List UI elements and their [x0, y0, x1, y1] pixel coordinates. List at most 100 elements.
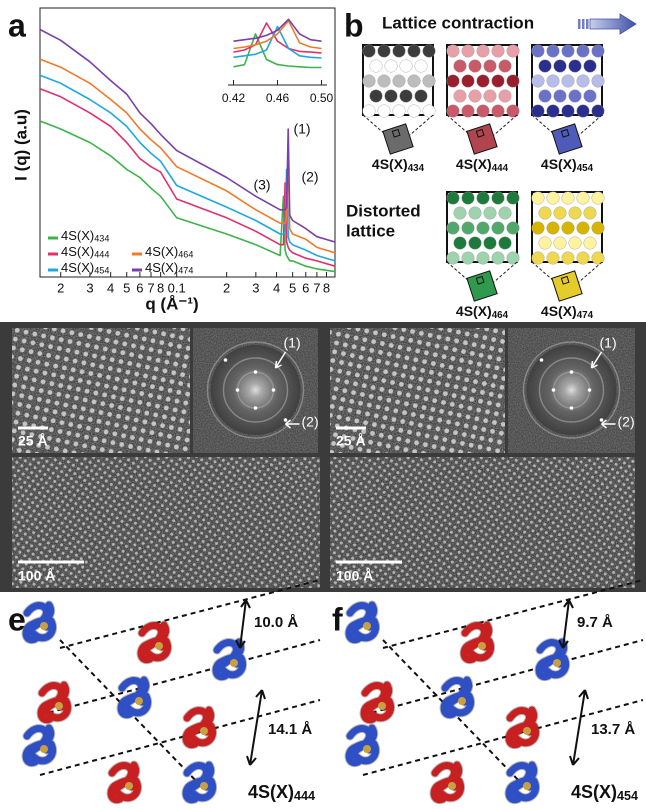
- lattice-line: [362, 639, 644, 716]
- lattice-site: [568, 89, 582, 103]
- lattice-site: [453, 89, 467, 103]
- lattice-site: [392, 74, 406, 88]
- x-tick-label: 6: [136, 280, 143, 295]
- spacing-arrow: [569, 689, 589, 766]
- peak-annotation: (3): [253, 177, 270, 193]
- lattice-site: [461, 251, 475, 265]
- lattice-site: [546, 44, 560, 58]
- fft-arrow: [274, 351, 287, 369]
- protein-chain: [345, 724, 379, 767]
- protein-chain: [505, 706, 539, 749]
- lattice-site: [546, 191, 560, 205]
- protein-chain: [182, 706, 216, 749]
- spacing-arrow: [558, 599, 574, 649]
- x-tick-label: 8: [323, 280, 330, 295]
- lattice-site: [446, 104, 460, 118]
- lattice-site: [369, 89, 383, 103]
- lattice-site: [591, 191, 605, 205]
- fft-spot: [569, 370, 574, 374]
- lattice-site: [362, 44, 376, 58]
- unit-cell-inner: [475, 128, 485, 138]
- zoom-line: [446, 261, 471, 283]
- lattice-site: [591, 44, 605, 58]
- fft-arrow: [590, 351, 603, 369]
- b-label: 4S(X)444: [456, 156, 509, 174]
- protein-core: [448, 782, 456, 790]
- lattice-site: [384, 59, 398, 73]
- lattice-site: [407, 74, 421, 88]
- lattice-site: [491, 191, 505, 205]
- fft-spot: [587, 388, 592, 392]
- series-line: [39, 28, 336, 243]
- zoom-line: [578, 261, 603, 283]
- lattice-site: [407, 104, 421, 118]
- fft-spot: [223, 358, 228, 362]
- fft-spot: [253, 370, 258, 374]
- zoom-line: [493, 114, 518, 136]
- lattice-site: [468, 236, 482, 250]
- fft-spot: [271, 388, 276, 392]
- protein-core: [40, 622, 48, 630]
- panel-label: f: [332, 601, 343, 637]
- lattice-site: [461, 221, 475, 235]
- lattice-site: [583, 236, 597, 250]
- fft-arrow: [601, 419, 616, 429]
- scale-label: 25 Å: [336, 433, 366, 449]
- lattice-site: [546, 221, 560, 235]
- lattice-site: [576, 74, 590, 88]
- b-title: Lattice contraction: [382, 13, 534, 32]
- lattice-site: [446, 44, 460, 58]
- protein-core: [523, 727, 531, 735]
- protein-chain: [345, 601, 379, 644]
- lattice-site: [491, 44, 505, 58]
- lattice-site: [377, 74, 391, 88]
- lattice-site: [506, 104, 520, 118]
- x-tick-label: 4: [107, 280, 114, 295]
- lattice-site: [491, 221, 505, 235]
- series-line: [233, 33, 322, 69]
- x-axis-label: q (Å⁻¹): [145, 294, 198, 313]
- fft-ring: [522, 341, 621, 439]
- lattice-site: [498, 236, 512, 250]
- lattice-site: [568, 236, 582, 250]
- lattice-site: [561, 251, 575, 265]
- protein-core: [553, 659, 561, 667]
- lattice-cell: [446, 44, 520, 155]
- b-label: 4S(X)434: [372, 156, 425, 174]
- lattice-site: [483, 59, 497, 73]
- lattice-site: [461, 44, 475, 58]
- x-tick-label: 5: [289, 280, 296, 295]
- lattice-site: [399, 89, 413, 103]
- protein-core: [135, 697, 143, 705]
- scale-label: 100 Å: [336, 568, 373, 584]
- lattice-site: [591, 74, 605, 88]
- lattice-site: [377, 44, 391, 58]
- unit-cell-inner: [560, 128, 570, 138]
- zoom-line: [362, 114, 387, 136]
- lattice-site: [531, 44, 545, 58]
- protein-core: [478, 642, 486, 650]
- lattice-site: [422, 44, 436, 58]
- hrtem-noise: [330, 328, 505, 453]
- protein-chain: [22, 601, 56, 644]
- spacing-label: 13.7 Å: [591, 721, 635, 738]
- lattice-site: [553, 89, 567, 103]
- lattice-site: [392, 104, 406, 118]
- protein-core: [200, 782, 208, 790]
- hrtem-large-noise: [330, 457, 635, 588]
- lattice-site: [576, 104, 590, 118]
- protein-chain: [440, 676, 474, 719]
- protein-chain: [182, 761, 216, 804]
- lattice-site: [453, 236, 467, 250]
- legend-label: 4S(X)464: [145, 244, 193, 260]
- lattice-site: [576, 221, 590, 235]
- lattice-site: [568, 206, 582, 220]
- lattice-site: [461, 74, 475, 88]
- fft-spot: [283, 418, 288, 422]
- arrow-stripe: [578, 19, 581, 29]
- x-tick-label: 0.46: [266, 91, 290, 105]
- spacing-arrow: [235, 599, 251, 649]
- lattice-site: [583, 89, 597, 103]
- lattice-site: [531, 74, 545, 88]
